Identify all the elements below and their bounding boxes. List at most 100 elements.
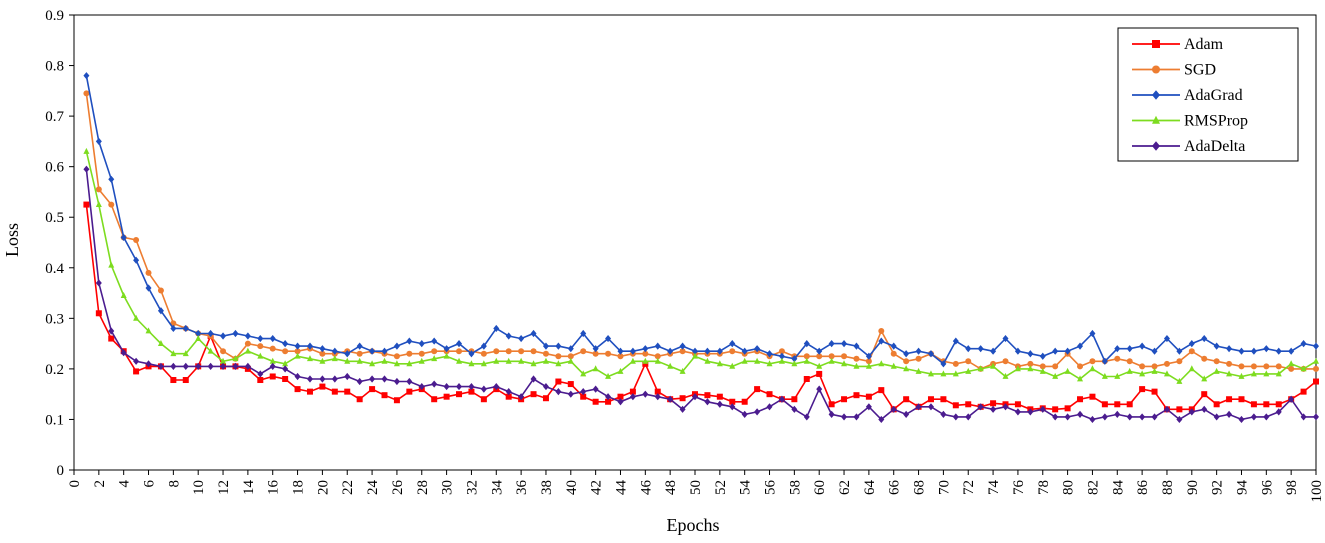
data-point-adagrad	[580, 329, 587, 338]
data-point-adadelta	[952, 413, 959, 421]
data-point-adadelta	[195, 362, 202, 370]
data-point-rmsprop	[1002, 372, 1009, 379]
data-point-sgd	[1114, 355, 1121, 362]
data-point-rmsprop	[331, 355, 338, 362]
data-point-adadelta	[878, 415, 885, 424]
data-point-adam	[431, 396, 438, 403]
data-point-adadelta	[791, 405, 798, 413]
y-tick-label: 0	[57, 463, 65, 479]
data-point-sgd	[393, 353, 400, 360]
x-tick-label: 82	[1085, 480, 1101, 495]
data-point-adagrad	[1188, 340, 1195, 348]
data-point-adadelta	[592, 385, 599, 393]
data-point-rmsprop	[791, 360, 798, 367]
data-point-adadelta	[493, 382, 500, 391]
data-point-rmsprop	[1139, 370, 1146, 377]
data-point-adagrad	[220, 332, 227, 340]
data-point-adadelta	[741, 410, 748, 418]
x-tick-label: 70	[936, 480, 952, 495]
data-point-adam	[841, 396, 848, 403]
data-point-adadelta	[890, 405, 897, 413]
data-point-adam	[282, 376, 289, 382]
x-tick-label: 12	[216, 480, 232, 495]
x-tick-label: 34	[489, 480, 505, 496]
data-point-rmsprop	[890, 362, 897, 369]
x-tick-label: 42	[589, 480, 605, 495]
data-point-rmsprop	[542, 357, 549, 364]
y-tick-label: 0.7	[45, 109, 64, 125]
data-point-rmsprop	[828, 357, 835, 364]
data-point-adam	[269, 373, 276, 380]
data-point-adam	[1313, 378, 1319, 385]
data-point-rmsprop	[1201, 375, 1208, 382]
data-point-adagrad	[617, 347, 624, 355]
data-point-rmsprop	[294, 352, 301, 359]
data-point-rmsprop	[493, 357, 500, 364]
data-point-adagrad	[716, 347, 723, 355]
y-tick-label: 0.6	[45, 160, 64, 176]
data-point-sgd	[1176, 358, 1183, 365]
data-point-adadelta	[716, 400, 723, 408]
data-point-adam	[1226, 396, 1233, 403]
data-point-sgd	[915, 355, 922, 362]
data-point-adadelta	[1213, 413, 1220, 421]
data-point-rmsprop	[1263, 370, 1270, 377]
data-point-adagrad	[692, 347, 698, 355]
data-point-rmsprop	[803, 357, 810, 364]
data-point-rmsprop	[778, 357, 785, 364]
x-tick-label: 56	[763, 480, 779, 496]
data-point-rmsprop	[232, 355, 239, 362]
data-point-rmsprop	[195, 334, 202, 341]
data-point-sgd	[505, 348, 512, 355]
data-point-rmsprop	[518, 357, 525, 364]
data-point-adadelta	[766, 403, 773, 411]
data-point-adadelta	[828, 410, 835, 418]
data-point-adagrad	[207, 329, 214, 338]
data-point-rmsprop	[356, 357, 363, 364]
series-line-rmsprop	[85, 151, 1317, 383]
data-point-adagrad	[418, 340, 425, 348]
legend-label-rmsprop: RMSProp	[1184, 113, 1248, 130]
data-point-adam	[1014, 401, 1021, 408]
data-point-adagrad	[1014, 347, 1021, 355]
data-point-adagrad	[679, 342, 686, 350]
data-point-adagrad	[530, 329, 537, 338]
data-point-adagrad	[120, 233, 127, 242]
data-point-adagrad	[927, 350, 934, 358]
data-point-adagrad	[828, 340, 835, 348]
data-point-sgd	[1139, 363, 1146, 370]
data-point-rmsprop	[841, 360, 848, 367]
data-point-adagrad	[406, 337, 413, 345]
data-point-adadelta	[431, 380, 438, 388]
data-point-adadelta	[1089, 415, 1096, 424]
data-point-adadelta	[1250, 413, 1257, 421]
data-point-adagrad	[269, 334, 276, 343]
data-point-adagrad	[1288, 347, 1295, 355]
data-point-adagrad	[443, 345, 450, 353]
data-point-adam	[294, 386, 301, 393]
data-point-adadelta	[381, 375, 388, 383]
data-point-adadelta	[1288, 395, 1295, 403]
data-point-adagrad	[1213, 342, 1220, 350]
data-point-adadelta	[369, 375, 376, 383]
data-point-adam	[170, 377, 177, 384]
data-point-adam	[853, 392, 860, 399]
data-point-adagrad	[108, 175, 115, 183]
data-point-adadelta	[654, 393, 661, 401]
data-point-rmsprop	[629, 357, 636, 364]
data-point-adam	[828, 401, 835, 408]
data-point-rmsprop	[83, 147, 90, 154]
data-point-adadelta	[617, 398, 624, 406]
data-point-sgd	[95, 186, 102, 193]
data-point-adadelta	[232, 362, 239, 370]
data-point-rmsprop	[1027, 365, 1034, 372]
x-tick-label: 24	[365, 480, 381, 496]
data-point-sgd	[567, 353, 574, 360]
data-point-rmsprop	[319, 357, 326, 364]
data-point-adadelta	[567, 390, 574, 398]
data-point-adam	[1077, 396, 1084, 403]
data-point-adam	[927, 396, 934, 403]
data-point-adam	[133, 368, 140, 375]
data-point-sgd	[865, 358, 872, 365]
